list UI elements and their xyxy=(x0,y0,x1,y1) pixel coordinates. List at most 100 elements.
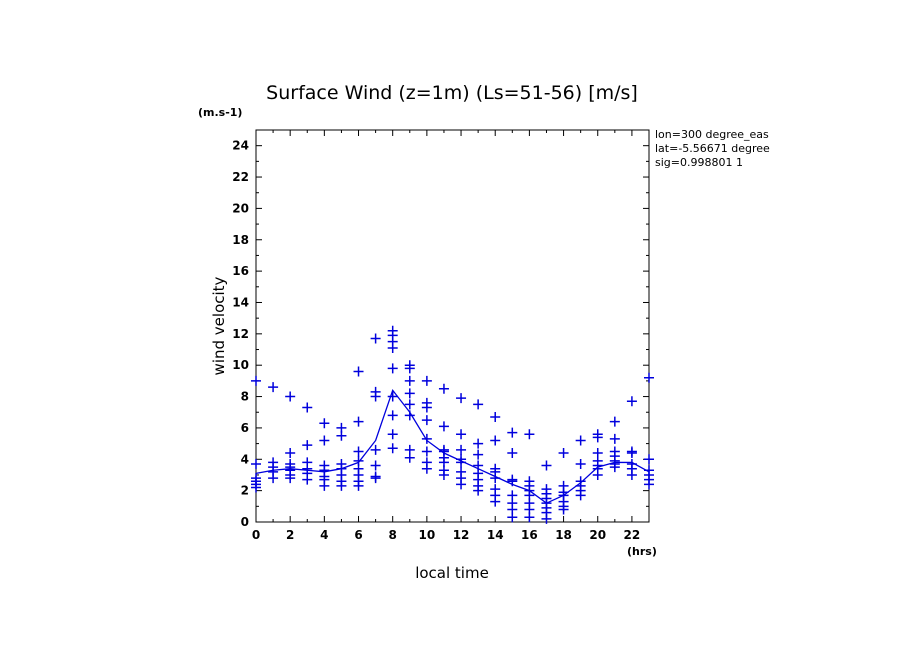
scatter-point xyxy=(507,427,518,438)
scatter-point xyxy=(319,418,330,429)
scatter-point xyxy=(404,363,415,374)
scatter-point xyxy=(353,416,364,427)
scatter-point xyxy=(456,429,467,440)
scatter-point xyxy=(592,432,603,443)
y-tick-label: 8 xyxy=(241,390,249,404)
scatter-point xyxy=(473,449,484,460)
scatter-point xyxy=(421,415,432,426)
scatter-point xyxy=(251,482,261,493)
scatter-point xyxy=(609,433,620,444)
scatter-point xyxy=(438,383,449,394)
annotation-lat: lat=-5.56671 degree xyxy=(655,142,770,155)
scatter-point xyxy=(285,448,296,459)
scatter-point xyxy=(302,440,313,451)
y-tick-label: 18 xyxy=(232,233,249,247)
scatter-point xyxy=(507,512,518,523)
scatter-point xyxy=(370,460,381,471)
scatter-point xyxy=(644,454,654,465)
x-tick-label: 4 xyxy=(320,528,328,542)
scatter-point xyxy=(558,448,569,459)
scatter-point xyxy=(626,396,637,407)
scatter-point xyxy=(524,429,535,440)
scatter-point xyxy=(644,372,654,383)
y-tick-label: 0 xyxy=(241,515,249,529)
scatter-point xyxy=(404,388,415,399)
x-axis-ticks xyxy=(255,130,650,522)
scatter-point xyxy=(302,402,313,413)
x-tick-label: 22 xyxy=(624,528,641,542)
x-tick-label: 20 xyxy=(589,528,606,542)
y-tick-label: 12 xyxy=(232,327,249,341)
scatter-point xyxy=(456,444,467,455)
scatter-point xyxy=(387,391,398,402)
scatter-point xyxy=(251,458,261,469)
x-axis-label: local time xyxy=(415,564,489,582)
scatter-point xyxy=(473,399,484,410)
scatter-point xyxy=(490,496,501,507)
annotation-sig: sig=0.998801 1 xyxy=(655,156,743,169)
scatter-point xyxy=(387,342,398,353)
scatter-point xyxy=(524,512,535,523)
scatter-point xyxy=(336,480,347,491)
scatter-point xyxy=(370,333,381,344)
scatter-point xyxy=(438,469,449,480)
scatter-point xyxy=(251,375,261,386)
scatter-point xyxy=(387,429,398,440)
scatter-point xyxy=(404,375,415,386)
x-tick-label: 14 xyxy=(487,528,504,542)
y-tick-label: 22 xyxy=(232,170,249,184)
x-tick-label: 16 xyxy=(521,528,538,542)
mean-line xyxy=(255,388,650,504)
x-tick-label: 8 xyxy=(389,528,397,542)
scatter-point xyxy=(285,473,296,484)
x-tick-label: 0 xyxy=(252,528,260,542)
chart-title: Surface Wind (z=1m) (Ls=51-56) [m/s] xyxy=(266,82,638,104)
scatter-point xyxy=(421,433,432,444)
annotations: lon=300 degree_eas lat=-5.56671 degree s… xyxy=(655,128,770,169)
y-tick-label: 20 xyxy=(232,201,249,215)
y-tick-label: 14 xyxy=(232,295,249,309)
scatter-point xyxy=(404,452,415,463)
scatter-point xyxy=(387,363,398,374)
y-axis-ticks xyxy=(256,129,649,523)
scatter-point xyxy=(353,480,364,491)
x-tick-label: 12 xyxy=(453,528,470,542)
scatter-point xyxy=(575,490,586,501)
x-tick-label: 10 xyxy=(419,528,436,542)
scatter-point xyxy=(370,473,381,484)
scatter-point xyxy=(558,504,569,515)
y-tick-label: 10 xyxy=(232,358,249,372)
scatter-point xyxy=(387,410,398,421)
scatter-point xyxy=(575,435,586,446)
y-axis-label: wind velocity xyxy=(210,276,228,375)
scatter-point xyxy=(575,458,586,469)
scatter-point xyxy=(319,480,330,491)
y-tick-label: 24 xyxy=(232,139,249,153)
x-unit-label: (hrs) xyxy=(627,545,657,558)
x-tick-label: 2 xyxy=(286,528,294,542)
scatter-point xyxy=(609,462,620,473)
y-tick-label: 2 xyxy=(241,484,249,498)
scatter-point xyxy=(541,513,552,524)
scatter-point xyxy=(421,446,432,457)
x-tick-label: 6 xyxy=(354,528,362,542)
scatter-point xyxy=(319,435,330,446)
scatter-series xyxy=(251,325,654,524)
y-unit-label: (m.s-1) xyxy=(198,106,242,119)
scatter-point xyxy=(456,393,467,404)
y-tick-label: 6 xyxy=(241,421,249,435)
scatter-point xyxy=(626,448,637,459)
y-tick-label: 4 xyxy=(241,452,249,466)
scatter-point xyxy=(421,402,432,413)
scatter-point xyxy=(626,469,637,480)
x-axis-tick-labels: 0 2 4 6 8 10 12 14 16 18 20 22 xyxy=(252,528,640,542)
scatter-point xyxy=(421,375,432,386)
scatter-point xyxy=(268,382,279,393)
scatter-point xyxy=(268,473,279,484)
scatter-point xyxy=(353,446,364,457)
scatter-point xyxy=(404,399,415,410)
scatter-point xyxy=(644,479,654,490)
scatter-point xyxy=(490,435,501,446)
